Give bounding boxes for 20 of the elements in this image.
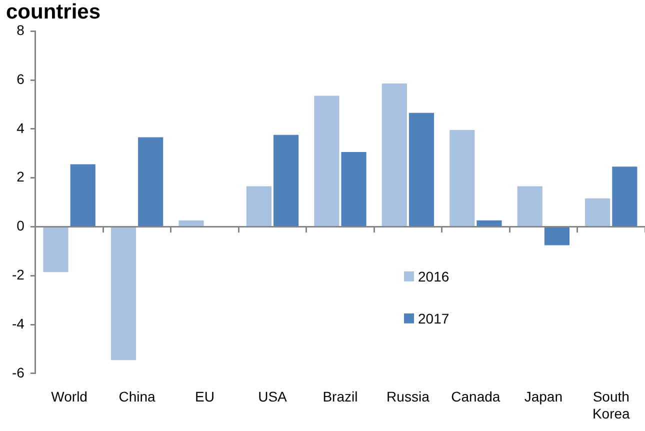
x-tick-label: Canada — [451, 388, 500, 405]
x-tick-label: USA — [258, 388, 288, 405]
y-tick-label: -2 — [12, 266, 25, 282]
y-tick-label: 4 — [16, 120, 25, 136]
x-tick-label: Japan — [524, 388, 562, 405]
x-tick-label: Russia — [386, 388, 430, 405]
y-tick-label: -4 — [12, 315, 25, 332]
y-tick-label: 8 — [16, 22, 25, 38]
y-tick-label: 6 — [16, 70, 25, 87]
x-tick-label: EU — [195, 388, 214, 405]
legend-label: 2017 — [418, 310, 450, 326]
y-tick-label: -6 — [12, 364, 25, 380]
y-tick-label: 0 — [16, 218, 25, 234]
legend-label: 2016 — [418, 268, 450, 284]
x-tick-label: Brazil — [322, 388, 358, 405]
y-tick-label: 2 — [16, 168, 25, 185]
x-tick-label: World — [51, 388, 88, 405]
chart-title: countries — [6, 0, 101, 24]
x-tick-label: South Korea — [592, 388, 630, 422]
x-tick-label: China — [118, 388, 156, 405]
